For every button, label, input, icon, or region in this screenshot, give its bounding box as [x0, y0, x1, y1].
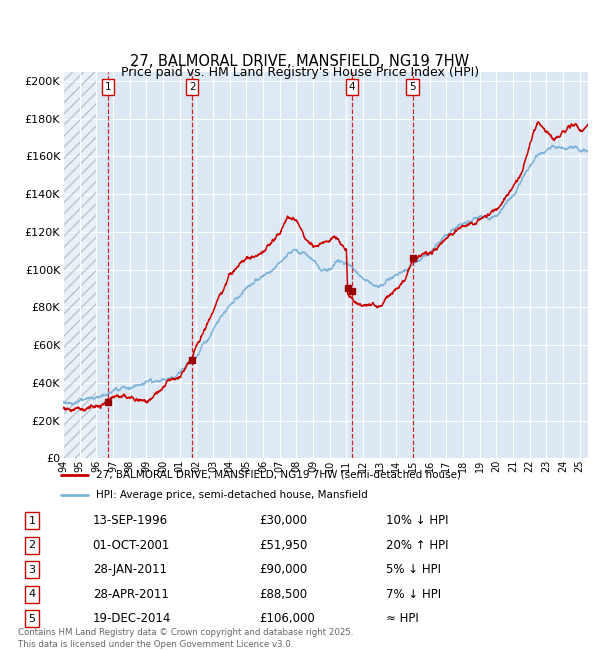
Text: 4: 4	[349, 82, 355, 92]
Text: 7% ↓ HPI: 7% ↓ HPI	[386, 588, 442, 601]
Text: £30,000: £30,000	[260, 514, 308, 527]
Text: 5: 5	[409, 82, 416, 92]
Text: 10% ↓ HPI: 10% ↓ HPI	[386, 514, 449, 527]
Text: 1: 1	[29, 515, 35, 526]
Text: 28-JAN-2011: 28-JAN-2011	[92, 564, 167, 577]
Text: 27, BALMORAL DRIVE, MANSFIELD, NG19 7HW (semi-detached house): 27, BALMORAL DRIVE, MANSFIELD, NG19 7HW …	[95, 470, 461, 480]
Text: Price paid vs. HM Land Registry's House Price Index (HPI): Price paid vs. HM Land Registry's House …	[121, 66, 479, 79]
Text: HPI: Average price, semi-detached house, Mansfield: HPI: Average price, semi-detached house,…	[95, 490, 367, 500]
Text: 2: 2	[29, 540, 36, 550]
Text: £90,000: £90,000	[260, 564, 308, 577]
Text: Contains HM Land Registry data © Crown copyright and database right 2025.
This d: Contains HM Land Registry data © Crown c…	[18, 628, 353, 649]
Text: 5: 5	[29, 614, 35, 624]
Text: 3: 3	[29, 565, 35, 575]
Text: £106,000: £106,000	[260, 612, 316, 625]
Text: 19-DEC-2014: 19-DEC-2014	[92, 612, 171, 625]
Text: 4: 4	[29, 590, 36, 599]
Text: 1: 1	[105, 82, 112, 92]
Text: £51,950: £51,950	[260, 539, 308, 552]
Text: 5% ↓ HPI: 5% ↓ HPI	[386, 564, 442, 577]
Bar	[63, 72, 97, 458]
Text: 01-OCT-2001: 01-OCT-2001	[92, 539, 170, 552]
Text: 20% ↑ HPI: 20% ↑ HPI	[386, 539, 449, 552]
Bar	[63, 72, 97, 458]
Text: 28-APR-2011: 28-APR-2011	[92, 588, 169, 601]
Text: 13-SEP-1996: 13-SEP-1996	[92, 514, 168, 527]
Text: 2: 2	[189, 82, 196, 92]
Text: £88,500: £88,500	[260, 588, 308, 601]
Text: 27, BALMORAL DRIVE, MANSFIELD, NG19 7HW: 27, BALMORAL DRIVE, MANSFIELD, NG19 7HW	[130, 54, 470, 70]
Text: ≈ HPI: ≈ HPI	[386, 612, 419, 625]
